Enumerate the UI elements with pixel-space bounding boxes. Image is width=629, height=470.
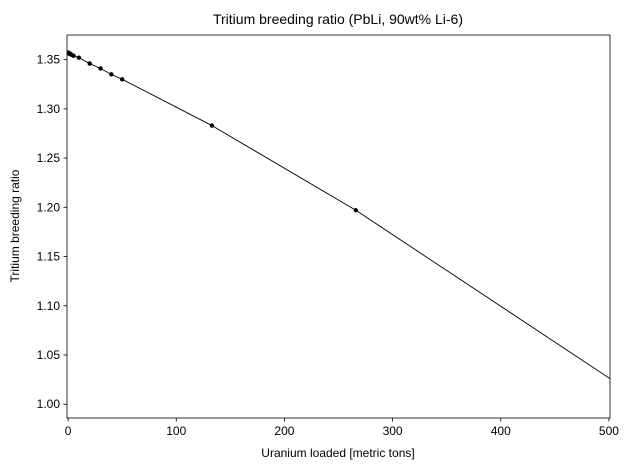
y-axis: 1.00 1.05 1.10 1.15 1.20 1.25 1.30 1.35 — [37, 53, 67, 411]
x-tick-label: 200 — [274, 424, 294, 438]
x-tick-label: 100 — [166, 424, 186, 438]
data-point — [87, 61, 92, 66]
y-tick-label: 1.10 — [37, 299, 61, 313]
data-point — [98, 66, 103, 71]
y-axis-label: Tritium breeding ratio — [8, 169, 22, 282]
plot-area — [67, 50, 610, 379]
x-axis-label: Uranium loaded [metric tons] — [261, 446, 414, 460]
chart-title: Tritium breeding ratio (PbLi, 90wt% Li-6… — [213, 11, 463, 27]
x-tick-label: 0 — [65, 424, 72, 438]
y-tick-label: 1.20 — [37, 200, 61, 214]
x-tick-label: 500 — [599, 424, 619, 438]
y-tick-label: 1.25 — [37, 151, 61, 165]
data-point — [76, 55, 82, 60]
y-tick-label: 1.35 — [37, 53, 61, 67]
plot-frame — [66, 34, 611, 419]
x-tick-label: 300 — [383, 424, 403, 438]
x-axis: 0 100 200 300 400 500 — [65, 418, 619, 438]
data-point — [109, 72, 114, 77]
series-line-1 — [355, 209, 610, 379]
data-point — [71, 53, 76, 58]
y-tick-label: 1.15 — [37, 250, 61, 264]
y-tick-label: 1.30 — [37, 102, 61, 116]
data-point — [209, 123, 215, 128]
data-point — [119, 77, 125, 82]
x-tick-label: 400 — [491, 424, 511, 438]
y-tick-label: 1.00 — [37, 397, 61, 411]
y-tick-label: 1.05 — [37, 348, 61, 362]
